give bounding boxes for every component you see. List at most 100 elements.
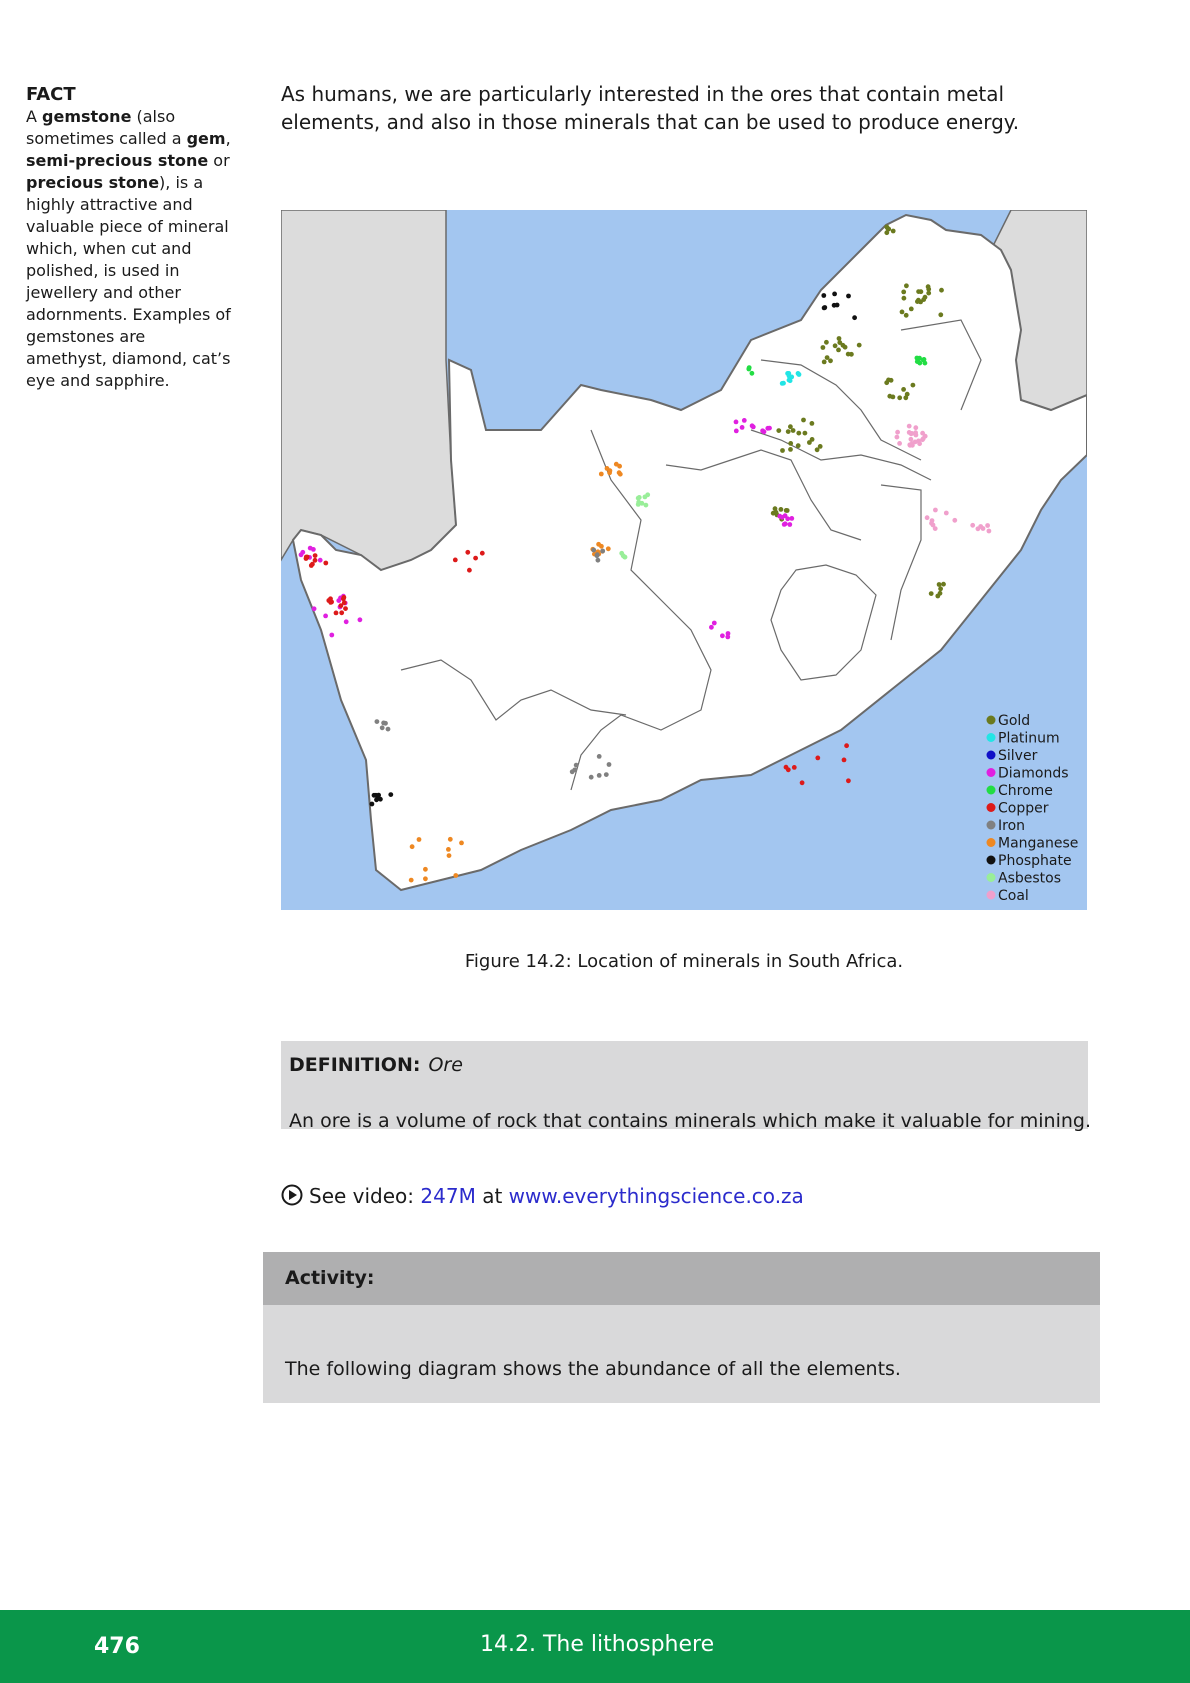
video-prefix: See video: bbox=[309, 1184, 415, 1208]
mineral-site-phosphate bbox=[388, 792, 394, 797]
mineral-site-iron bbox=[606, 762, 612, 767]
mineral-site-manganese bbox=[453, 873, 459, 878]
mineral-site-gold bbox=[824, 355, 830, 360]
mineral-site-gold bbox=[941, 581, 946, 587]
mineral-site-gold bbox=[780, 448, 785, 453]
mineral-site-gold bbox=[842, 344, 848, 350]
mineral-site-asbestos bbox=[635, 495, 641, 501]
page-number: 476 bbox=[94, 1634, 140, 1659]
mineral-site-gold bbox=[845, 351, 851, 357]
intro-paragraph: As humans, we are particularly intereste… bbox=[281, 82, 1020, 134]
mineral-site-gold bbox=[915, 299, 920, 304]
mineral-site-gold bbox=[814, 447, 820, 453]
legend-label: Diamonds bbox=[998, 766, 1069, 782]
figure-caption: Figure 14.2: Location of minerals in Sou… bbox=[464, 951, 904, 972]
mineral-site-gold bbox=[928, 591, 934, 596]
mineral-site-manganese bbox=[459, 840, 464, 846]
mineral-site-diamonds bbox=[329, 632, 335, 638]
mineral-site-copper bbox=[310, 561, 315, 567]
province-border bbox=[665, 449, 862, 541]
mineral-site-diamonds bbox=[311, 547, 316, 552]
video-reference: See video: 247M at www.everythingscience… bbox=[281, 1183, 804, 1212]
legend-swatch bbox=[986, 715, 996, 725]
mineral-site-coal bbox=[913, 425, 919, 431]
mineral-site-gold bbox=[802, 430, 808, 436]
mineral-site-asbestos bbox=[642, 494, 648, 500]
legend-swatch bbox=[986, 838, 996, 847]
fact-term-gem: gem bbox=[186, 129, 226, 148]
mineral-site-gold bbox=[795, 443, 801, 449]
mineral-site-coal bbox=[978, 524, 984, 529]
fact-text-part: ), is a highly attractive and valuable p… bbox=[26, 173, 231, 390]
mineral-site-gold bbox=[908, 306, 914, 312]
mineral-site-gold bbox=[926, 286, 932, 292]
mineral-site-coal bbox=[985, 523, 990, 528]
mineral-site-copper bbox=[844, 743, 849, 749]
mineral-site-diamonds bbox=[733, 419, 739, 425]
mineral-site-gold bbox=[773, 510, 779, 515]
mineral-site-gold bbox=[788, 441, 794, 446]
mineral-site-diamonds bbox=[725, 634, 731, 640]
mineral-site-coal bbox=[916, 438, 921, 444]
mineral-site-copper bbox=[841, 757, 847, 763]
mineral-site-gold bbox=[901, 387, 906, 392]
legend-swatch bbox=[986, 803, 996, 812]
mineral-site-gold bbox=[886, 377, 891, 383]
legend-label: Silver bbox=[998, 748, 1038, 764]
section-title: 14.2. The lithosphere bbox=[480, 1632, 715, 1657]
mineral-site-gold bbox=[785, 429, 791, 434]
mineral-site-manganese bbox=[607, 470, 612, 476]
mineral-site-gold bbox=[916, 289, 921, 294]
mineral-site-manganese bbox=[423, 866, 428, 872]
mineral-site-manganese bbox=[409, 844, 415, 850]
mineral-site-copper bbox=[341, 596, 346, 602]
legend-label: Phosphate bbox=[998, 853, 1072, 869]
mineral-site-iron bbox=[573, 762, 579, 768]
legend-label: Asbestos bbox=[998, 871, 1061, 887]
mineral-site-chrome bbox=[746, 365, 752, 370]
mineral-site-diamonds bbox=[767, 425, 772, 431]
mineral-site-manganese bbox=[617, 463, 622, 469]
mineral-site-copper bbox=[467, 567, 472, 573]
mineral-site-phosphate bbox=[834, 302, 840, 308]
mineral-site-iron bbox=[591, 547, 597, 553]
mineral-site-chrome bbox=[921, 357, 927, 362]
video-middle: at bbox=[482, 1184, 503, 1208]
mineral-site-gold bbox=[901, 295, 907, 301]
mineral-site-coal bbox=[932, 526, 938, 531]
mineral-dots bbox=[298, 224, 992, 883]
legend-swatch bbox=[986, 855, 996, 865]
website-link[interactable]: www.everythingscience.co.za bbox=[508, 1184, 804, 1208]
mineral-site-platinum bbox=[795, 371, 801, 376]
video-code-link[interactable]: 247M bbox=[420, 1184, 476, 1208]
legend-swatch bbox=[986, 820, 996, 830]
play-circle-icon[interactable] bbox=[281, 1184, 303, 1212]
mineral-site-coal bbox=[952, 517, 958, 523]
mineral-site-diamonds bbox=[789, 516, 795, 521]
definition-heading: DEFINITION: Ore bbox=[289, 1053, 463, 1077]
mineral-site-gold bbox=[828, 358, 833, 364]
mineral-site-gold bbox=[899, 309, 905, 315]
mineral-site-gold bbox=[836, 347, 841, 353]
fact-text-part: or bbox=[208, 151, 230, 170]
mineral-site-coal bbox=[943, 510, 949, 516]
mineral-site-gold bbox=[837, 340, 843, 345]
mineral-site-copper bbox=[323, 560, 329, 566]
mineral-site-platinum bbox=[781, 380, 786, 386]
mineral-site-diamonds bbox=[787, 522, 793, 527]
mineral-site-gold bbox=[809, 437, 815, 442]
mineral-site-diamonds bbox=[311, 606, 317, 612]
mineral-site-gold bbox=[836, 336, 842, 341]
mineral-site-platinum bbox=[786, 371, 792, 376]
province-border bbox=[750, 429, 932, 481]
mineral-site-gold bbox=[890, 394, 896, 400]
mineral-site-gold bbox=[788, 424, 793, 430]
mineral-site-gold bbox=[817, 444, 823, 449]
mineral-site-gold bbox=[938, 312, 944, 318]
mineral-site-chrome bbox=[914, 359, 920, 364]
mineral-site-gold bbox=[904, 283, 909, 289]
mineral-site-copper bbox=[339, 610, 345, 616]
mineral-site-chrome bbox=[749, 370, 755, 376]
mineral-site-copper bbox=[312, 553, 318, 558]
legend-label: Manganese bbox=[998, 836, 1078, 852]
